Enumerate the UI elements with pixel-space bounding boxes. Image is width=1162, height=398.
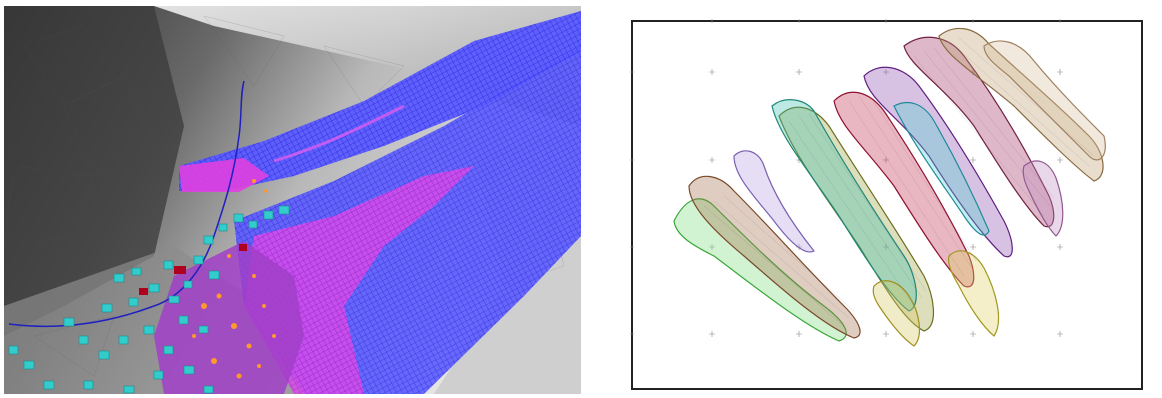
footprint-crimson (833, 91, 975, 288)
footprint-brown (688, 175, 861, 339)
footprint-maroon (903, 36, 1055, 228)
footprint-cyan (893, 101, 990, 236)
footprint-teal (771, 99, 917, 312)
frame-ticks-top (711, 19, 1061, 23)
map-frame (631, 20, 1143, 390)
footprint-lavender (733, 150, 815, 253)
grid-crosses (709, 69, 1063, 337)
flow-footprints (673, 27, 1106, 347)
buildings (8, 205, 290, 394)
footprint-tan (938, 27, 1104, 182)
upper-flow-streak (273, 104, 405, 163)
river-line (8, 80, 245, 328)
flow-hatching (703, 37, 1095, 327)
damaged-buildings (139, 244, 247, 295)
upper-flow-mesh (179, 11, 581, 191)
plan-view-panel (604, 6, 1158, 394)
hotspot-points (192, 179, 276, 379)
frame-ticks-left (630, 71, 634, 335)
footprint-yellow-mid (872, 280, 921, 347)
upper-flow-magenta (179, 158, 269, 192)
terrain-3d-panel (4, 6, 581, 394)
terrain-3d-render (4, 6, 581, 394)
footprint-mauve (1022, 160, 1064, 237)
footprint-yellow-lower (947, 250, 1000, 337)
terrain-dark-slope (4, 6, 184, 336)
footprint-purple (863, 66, 1013, 258)
footprint-pale-brown (983, 40, 1106, 161)
plan-view-map (604, 6, 1158, 394)
